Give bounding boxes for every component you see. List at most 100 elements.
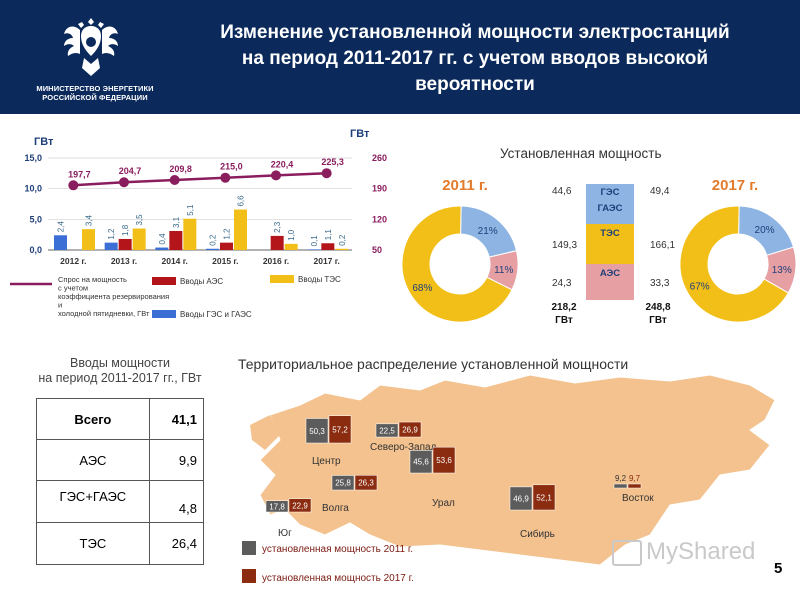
region-value-2011: 25,8 [335,479,351,488]
bar-data-label: 1,2 [107,228,116,240]
demand-data-label: 225,3 [321,157,344,167]
region-bar-2011 [509,486,533,511]
bar-data-label: 0,2 [338,234,347,246]
demand-point [119,177,129,188]
bar [321,243,335,250]
region-value-2011: 22,5 [379,426,395,435]
y2-tick-label: 120 [372,214,387,224]
legend-label: Вводы ТЭС [298,275,341,284]
bar [82,229,95,250]
stack-segment [586,264,634,300]
bar [118,238,132,250]
pie-year-label: 2011 г. [442,177,488,194]
demand-data-label: 220,4 [271,159,294,169]
bar-data-label: 5,1 [186,204,195,216]
y-tick-label: 10,0 [24,184,42,194]
region-bar-2011 [331,475,355,491]
legend-swatch [152,310,176,318]
bar [220,242,233,250]
region-bar-2011 [613,483,628,489]
demand-data-label: 197,7 [68,169,91,179]
stack-left-value: 149,3 [552,240,577,251]
region-bar-2017 [627,483,642,489]
region-value-2017: 53,6 [436,456,452,465]
bar [155,247,169,250]
bar [132,228,146,250]
bar [104,242,118,250]
demand-point [220,172,231,183]
legend-demand-label: холодной пятидневки, ГВт [58,309,150,318]
region-bar-2017 [432,446,456,474]
bar-data-label: 1,1 [324,229,333,241]
page-number: 5 [774,560,783,577]
region-value-2011: 46,9 [513,494,529,503]
pie-year-label: 2017 г. [712,177,758,194]
page-title: Изменение установленной мощности электро… [220,22,730,95]
pie-slice-label: 11% [494,265,513,276]
region-bar-2011 [409,450,433,474]
y2-tick-label: 50 [372,245,382,255]
region-bar-2011 [375,423,399,438]
demand-point [321,168,332,179]
x-tick-label: 2013 г. [111,256,137,266]
ministry-name: МИНИСТЕРСТВО ЭНЕРГЕТИКИ РОССИЙСКОЙ ФЕДЕР… [36,84,154,102]
table-row: ТЭС 26,4 [36,522,205,565]
x-tick-label: 2016 г. [263,256,289,266]
region-name: Урал [432,498,455,509]
x-tick-label: 2015 г. [212,256,238,266]
bar [54,235,67,250]
double-headed-eagle-icon [64,18,118,76]
inputs-table: Всего 41,1 АЭС 9,9 ГЭС+ГАЭС 4,8 ТЭС 26,4 [36,398,205,565]
bar-data-label: 1,0 [287,229,296,241]
bar [270,235,284,250]
pie-slice-label: 68% [412,283,432,294]
bar-data-label: 0,4 [158,233,167,245]
demand-data-label: 215,0 [220,162,243,172]
region-bar-2017 [328,415,352,444]
demand-line [73,171,327,187]
region-bar-2017 [354,475,378,491]
stack-total-left: 218,2 [551,302,576,313]
region-bar-2017 [288,498,312,513]
region-value-2017: 57,2 [332,425,348,434]
legend-swatch [270,275,294,283]
bar-data-label: 3,4 [85,214,94,226]
bar [169,230,183,250]
pie-slice-label: 67% [690,282,710,293]
bar-data-label: 3,5 [135,214,144,226]
kaliningrad-shape [250,415,280,450]
pie-slice-label: 20% [755,225,775,236]
legend-demand-label: Спрос на мощность [58,275,127,284]
legend-label: Вводы АЭС [180,277,223,286]
region-name: Центр [312,456,341,467]
region-name: Северо-Запад [370,442,437,453]
stack-segment [586,184,634,224]
pie-slice [401,205,513,323]
region-value-2017: 22,9 [292,501,308,510]
legend-label-2017: установленная мощность 2017 г. [262,573,414,584]
bar [183,218,197,250]
region-value-2017: 9,7 [629,474,641,483]
demand-data-label: 209,8 [169,164,192,174]
y2-tick-label: 190 [372,184,387,194]
legend-swatch [152,277,176,285]
left-axis-unit: ГВт [34,136,54,148]
legend-demand-label: коэффициента резервирования [58,292,169,301]
demand-point [68,180,79,191]
region-value-2011: 17,8 [269,502,285,511]
stack-total-right-unit: ГВт [649,315,667,326]
stack-left-value: 24,3 [552,278,572,289]
region-bar-2011 [305,418,329,444]
map-section-title: Территориальное распределение установлен… [238,356,629,372]
region-name: Волга [322,503,349,514]
region-value-2011: 45,6 [413,458,429,467]
bar [234,209,247,250]
region-name: Сибирь [520,528,555,540]
pie-slice [679,205,789,323]
watermark: MyShared [612,538,755,566]
legend-demand-label: с учетом [58,284,88,293]
x-tick-label: 2012 г. [60,256,86,266]
presentation-icon [612,539,642,566]
bar [284,243,298,250]
russia-map-shape [259,375,776,566]
